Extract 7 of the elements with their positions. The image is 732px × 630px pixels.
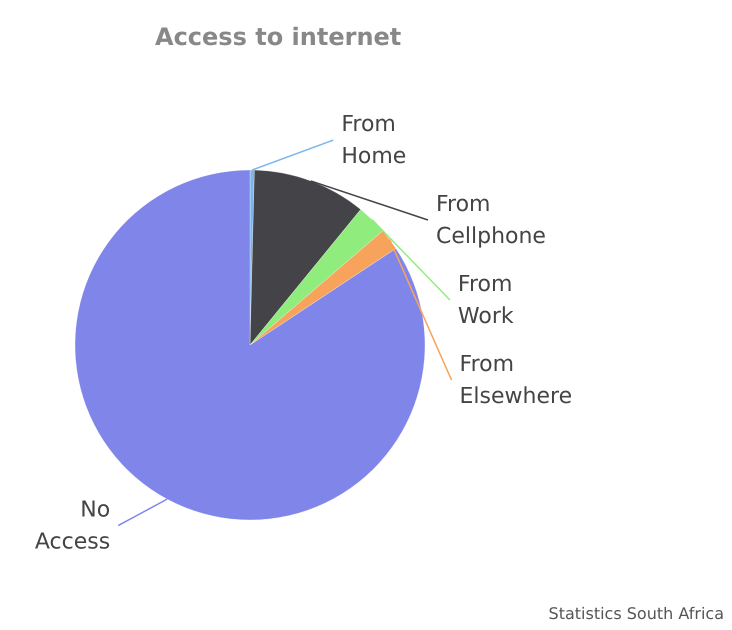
slice-label: From Elsewhere	[460, 352, 572, 410]
slice-label: From Cellphone	[436, 192, 546, 250]
slice-label: From Work	[458, 272, 514, 330]
text: Statistics South Africa	[548, 604, 724, 623]
slice-label: No Access	[34, 498, 110, 555]
slice-label: From Home	[341, 112, 406, 170]
chart-title: Access to internet	[155, 23, 402, 51]
